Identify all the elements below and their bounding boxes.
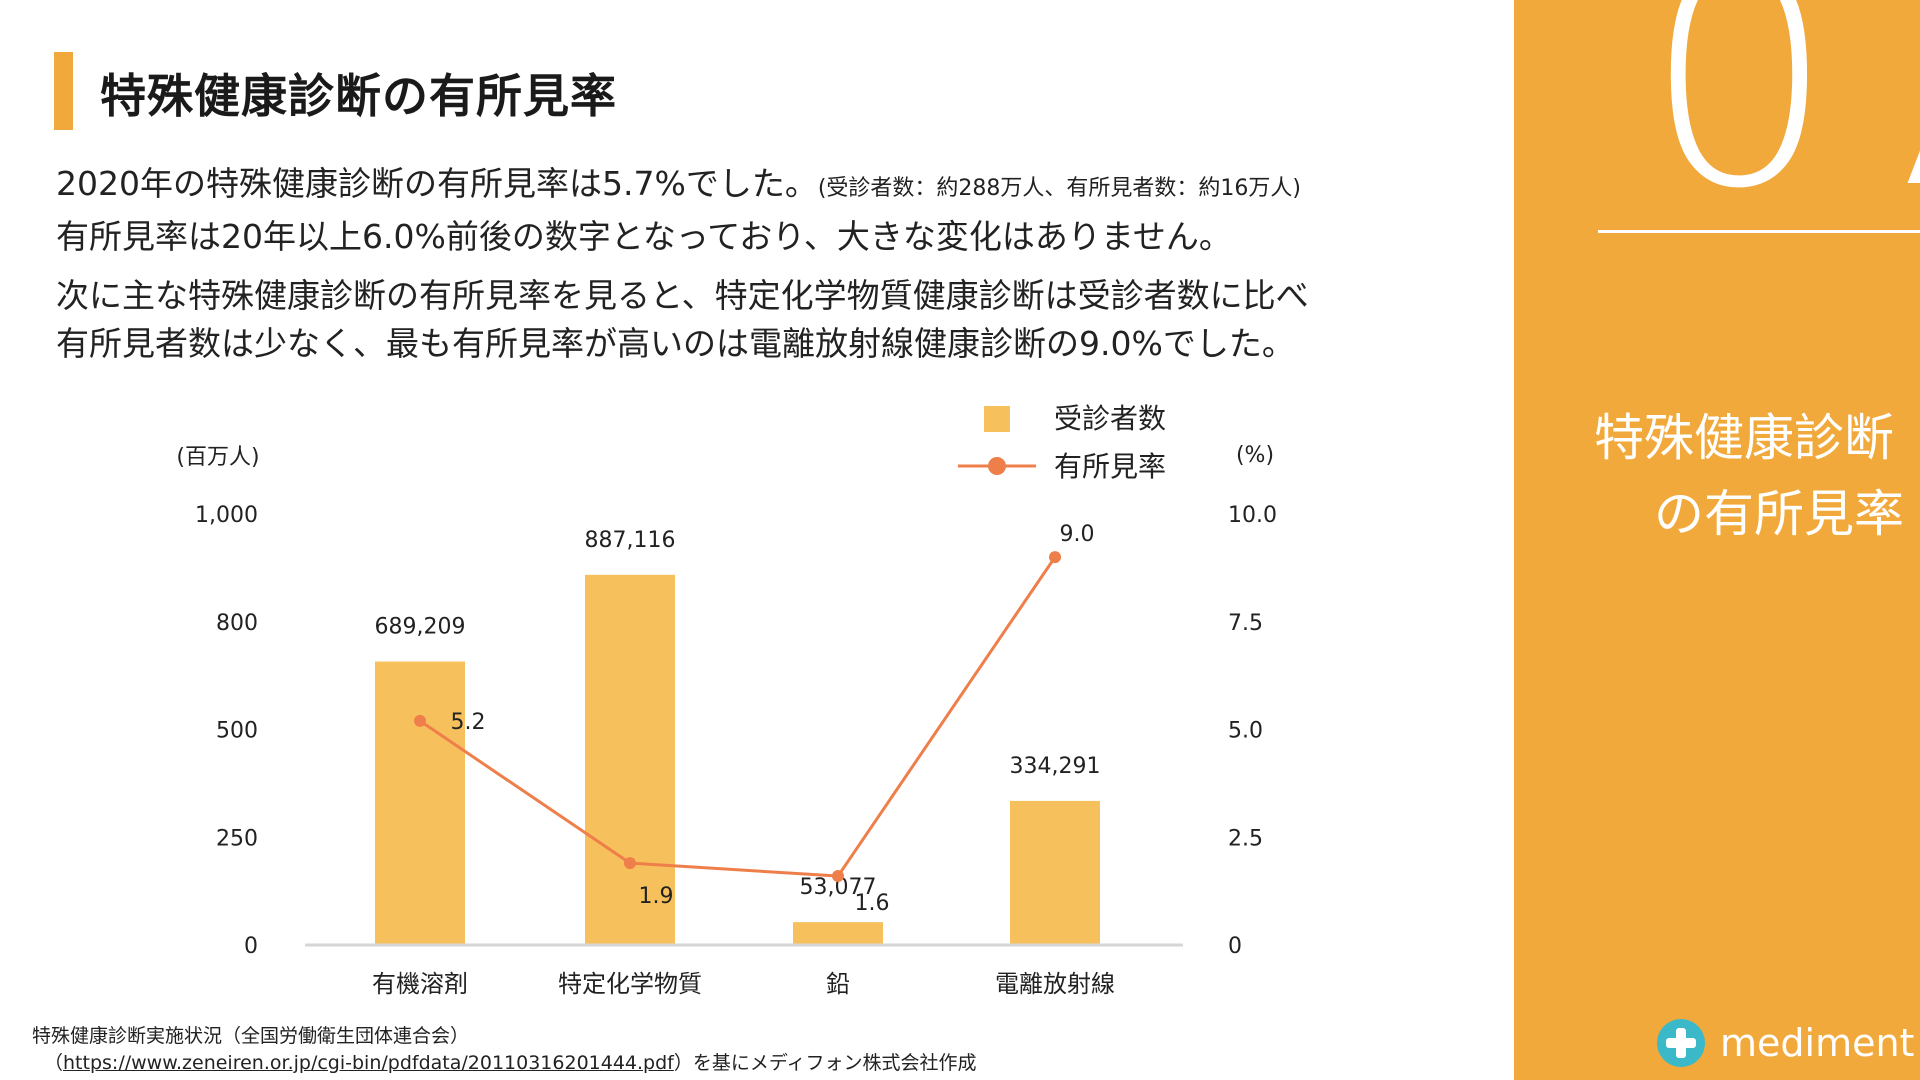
y-right-unit: (%): [1236, 443, 1274, 468]
summary-paragraph: 2020年の特殊健康診断の有所見率は5.7%でした。(受診者数：約288万人、有…: [56, 160, 1301, 261]
x-tick-label: 有機溶剤: [372, 970, 468, 998]
y-right-tick-label: 7.5: [1228, 611, 1263, 636]
bar-value-label: 887,116: [585, 528, 676, 553]
rate-point: [1049, 551, 1061, 564]
sidebar-title-line-1: 特殊健康診断: [1594, 409, 1894, 467]
summary-line-2: 有所見率は20年以上6.0%前後の数字となっており、大きな変化はありません。: [56, 217, 1232, 256]
sidebar-title-line-2: の有所見率: [1654, 485, 1904, 543]
bar-4: [1010, 800, 1100, 945]
source-line-1: 特殊健康診断実施状況（全国労働衛生団体連合会）: [32, 1025, 470, 1047]
legend-bar-label: 受診者数: [1054, 402, 1166, 435]
x-tick-label: 鉛: [826, 970, 850, 998]
y-right-tick-label: 2.5: [1228, 826, 1263, 851]
y-left-unit: (百万人): [176, 445, 259, 470]
bar-2: [585, 574, 675, 945]
y-right-tick-label: 10.0: [1228, 503, 1277, 528]
summary-line-1: 2020年の特殊健康診断の有所見率は5.7%でした。: [56, 164, 818, 203]
legend-line-marker: [988, 457, 1006, 475]
medical-cross-icon: [1657, 1019, 1705, 1067]
page-title: 特殊健康診断の有所見率: [100, 69, 617, 123]
detail-line-2: 有所見者数は少なく、最も有所見率が高いのは電離放射線健康診断の9.0%でした。: [56, 324, 1295, 363]
x-tick-label: 特定化学物質: [558, 970, 702, 998]
section-number: 07: [1644, 0, 1920, 254]
y-left-tick-label: 250: [216, 826, 258, 851]
exam-rate-chart: (百万人) (%) 0 250 500 800 1,000 0 2.5 5.0 7.5 10.0 689…: [176, 402, 1277, 998]
detail-line-1: 次に主な特殊健康診断の有所見率を見ると、特定化学物質健康診断は受診者数に比べ: [56, 276, 1309, 315]
title-accent-bar: [54, 52, 73, 130]
rate-point: [832, 870, 844, 883]
bar-3: [793, 922, 883, 945]
y-right-tick-label: 5.0: [1228, 719, 1263, 744]
source-line-2: （https://www.zeneiren.or.jp/cgi-bin/pdfd…: [44, 1048, 977, 1075]
source-url-link[interactable]: https://www.zeneiren.or.jp/cgi-bin/pdfda…: [63, 1052, 674, 1074]
bar-value-label: 689,209: [375, 615, 466, 640]
bar-value-label: 334,291: [1010, 754, 1101, 779]
detail-paragraph: 次に主な特殊健康診断の有所見率を見ると、特定化学物質健康診断は受診者数に比べ 有…: [56, 272, 1309, 368]
legend-bar-swatch: [984, 406, 1010, 432]
sidebar-divider: [1598, 230, 1920, 233]
sidebar-panel: 07 特殊健康診断 の有所見率 mediment: [1514, 0, 1920, 1080]
rate-point: [624, 857, 636, 870]
rate-point: [414, 714, 426, 727]
rate-value-label: 5.2: [451, 710, 486, 735]
y-left-tick-label: 0: [244, 934, 258, 959]
brand-name: mediment: [1720, 1021, 1915, 1065]
source-suffix: ）を基にメディフォン株式会社作成: [673, 1052, 977, 1074]
rate-value-label: 9.0: [1060, 522, 1095, 547]
brand-logo: mediment: [1656, 1018, 1914, 1068]
y-left-tick-label: 500: [216, 719, 258, 744]
rate-line: [419, 556, 1057, 878]
summary-line-1-note: (受診者数：約288万人、有所見者数：約16万人): [817, 176, 1301, 201]
y-left-tick-label: 800: [216, 611, 258, 636]
source-paren-open: （: [44, 1052, 64, 1074]
rate-value-label: 1.9: [639, 884, 674, 909]
x-tick-label: 電離放射線: [995, 970, 1115, 998]
bar-1: [375, 661, 465, 945]
y-right-tick-label: 0: [1228, 934, 1242, 959]
sidebar-title: 特殊健康診断 の有所見率: [1594, 400, 1920, 552]
legend-line-label: 有所見率: [1054, 450, 1166, 483]
rate-value-label: 1.6: [855, 891, 890, 916]
y-left-tick-label: 1,000: [195, 503, 258, 528]
